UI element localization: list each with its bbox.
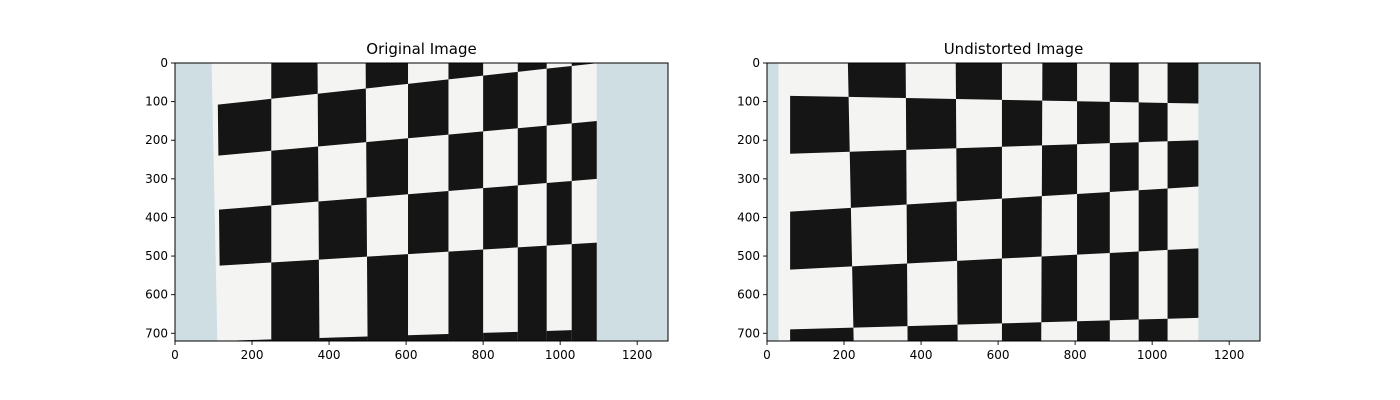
- checker-square: [366, 138, 409, 198]
- x-tick-label: 0: [763, 348, 771, 362]
- y-tick-label: 0: [160, 56, 168, 70]
- checker-square: [1042, 63, 1078, 102]
- checker-square: [408, 79, 449, 139]
- checker-square: [849, 149, 907, 208]
- checker-square: [408, 333, 449, 341]
- checker-square: [1041, 144, 1078, 197]
- x-tick-label: 1200: [1214, 348, 1245, 362]
- checker-square: [1167, 63, 1199, 104]
- x-tick-label: 600: [987, 348, 1010, 362]
- checker-square: [1109, 142, 1139, 193]
- x-tick-label: 1000: [545, 348, 576, 362]
- x-tick-label: 200: [241, 348, 264, 362]
- checker-square: [905, 98, 957, 150]
- checker-square: [318, 197, 367, 260]
- y-tick-label: 0: [752, 56, 760, 70]
- y-tick-label: 300: [737, 172, 760, 186]
- x-tick-label: 400: [910, 348, 933, 362]
- checker-square: [271, 259, 320, 341]
- y-tick-label: 400: [145, 210, 168, 224]
- checker-square: [517, 63, 547, 72]
- y-tick-label: 700: [145, 326, 168, 340]
- image-panel-2: [767, 63, 1260, 341]
- image-panel-1: [175, 63, 668, 341]
- checker-square: [517, 125, 547, 186]
- checker-square: [448, 131, 484, 191]
- x-tick-label: 1200: [622, 348, 653, 362]
- x-tick-label: 800: [1064, 348, 1087, 362]
- y-tick-label: 700: [737, 326, 760, 340]
- checker-square: [365, 63, 409, 89]
- checker-square: [483, 71, 518, 132]
- y-tick-label: 200: [737, 133, 760, 147]
- checker-square: [319, 336, 368, 341]
- y-tick-label: 300: [145, 172, 168, 186]
- checker-square: [1167, 248, 1199, 319]
- axes-frame: [766, 62, 1261, 342]
- checker-square: [1001, 196, 1042, 259]
- checker-square: [366, 254, 409, 341]
- checker-square: [546, 65, 572, 126]
- checker-square: [1109, 63, 1139, 103]
- x-tick-label: 200: [833, 348, 856, 362]
- checker-square: [847, 63, 906, 99]
- x-tick-label: 600: [395, 348, 418, 362]
- y-tick-label: 600: [737, 288, 760, 302]
- checker-square: [1138, 102, 1168, 143]
- checker-square: [907, 324, 958, 341]
- axes-frame: [174, 62, 669, 342]
- x-tick-label: 0: [171, 348, 179, 362]
- checker-square: [1041, 254, 1078, 323]
- checker-square: [957, 258, 1002, 325]
- checker-square: [546, 180, 572, 246]
- checker-square: [448, 63, 484, 80]
- y-tick-label: 400: [737, 210, 760, 224]
- checker-square: [1077, 320, 1110, 341]
- checker-square: [448, 249, 484, 341]
- x-tick-label: 400: [318, 348, 341, 362]
- y-tick-label: 200: [145, 133, 168, 147]
- checker-square: [217, 98, 272, 156]
- checker-square: [790, 207, 853, 270]
- checker-square: [483, 185, 518, 250]
- checker-square: [906, 201, 958, 264]
- checker-square: [955, 63, 1002, 100]
- checker-square: [271, 146, 319, 206]
- checker-square: [571, 121, 597, 181]
- y-tick-label: 500: [737, 249, 760, 263]
- y-tick-label: 500: [145, 249, 168, 263]
- x-tick-label: 800: [472, 348, 495, 362]
- y-tick-label: 100: [145, 95, 168, 109]
- checker-square: [317, 88, 367, 147]
- checker-square: [517, 245, 547, 341]
- y-tick-label: 600: [145, 288, 168, 302]
- y-tick-label: 100: [737, 95, 760, 109]
- checker-square: [1077, 192, 1110, 255]
- checker-square: [1001, 99, 1043, 147]
- checker-square: [1167, 140, 1199, 189]
- checker-square: [1138, 188, 1168, 252]
- panel-title: Original Image: [366, 40, 476, 58]
- checker-square: [852, 263, 908, 328]
- checker-square: [1001, 322, 1042, 341]
- checker-square: [408, 190, 449, 255]
- checker-square: [571, 63, 597, 66]
- checker-square: [790, 95, 850, 154]
- checker-square: [790, 327, 854, 341]
- checker-square: [1109, 251, 1139, 321]
- checker-square: [271, 63, 318, 99]
- checker-square: [1138, 318, 1168, 341]
- checker-square: [218, 205, 272, 266]
- checker-square: [1077, 101, 1110, 145]
- x-tick-label: 1000: [1137, 348, 1168, 362]
- checker-square: [546, 330, 572, 341]
- panel-title: Undistorted Image: [944, 40, 1084, 58]
- checker-square: [571, 242, 597, 341]
- checker-square: [483, 331, 518, 341]
- checker-square: [956, 146, 1002, 202]
